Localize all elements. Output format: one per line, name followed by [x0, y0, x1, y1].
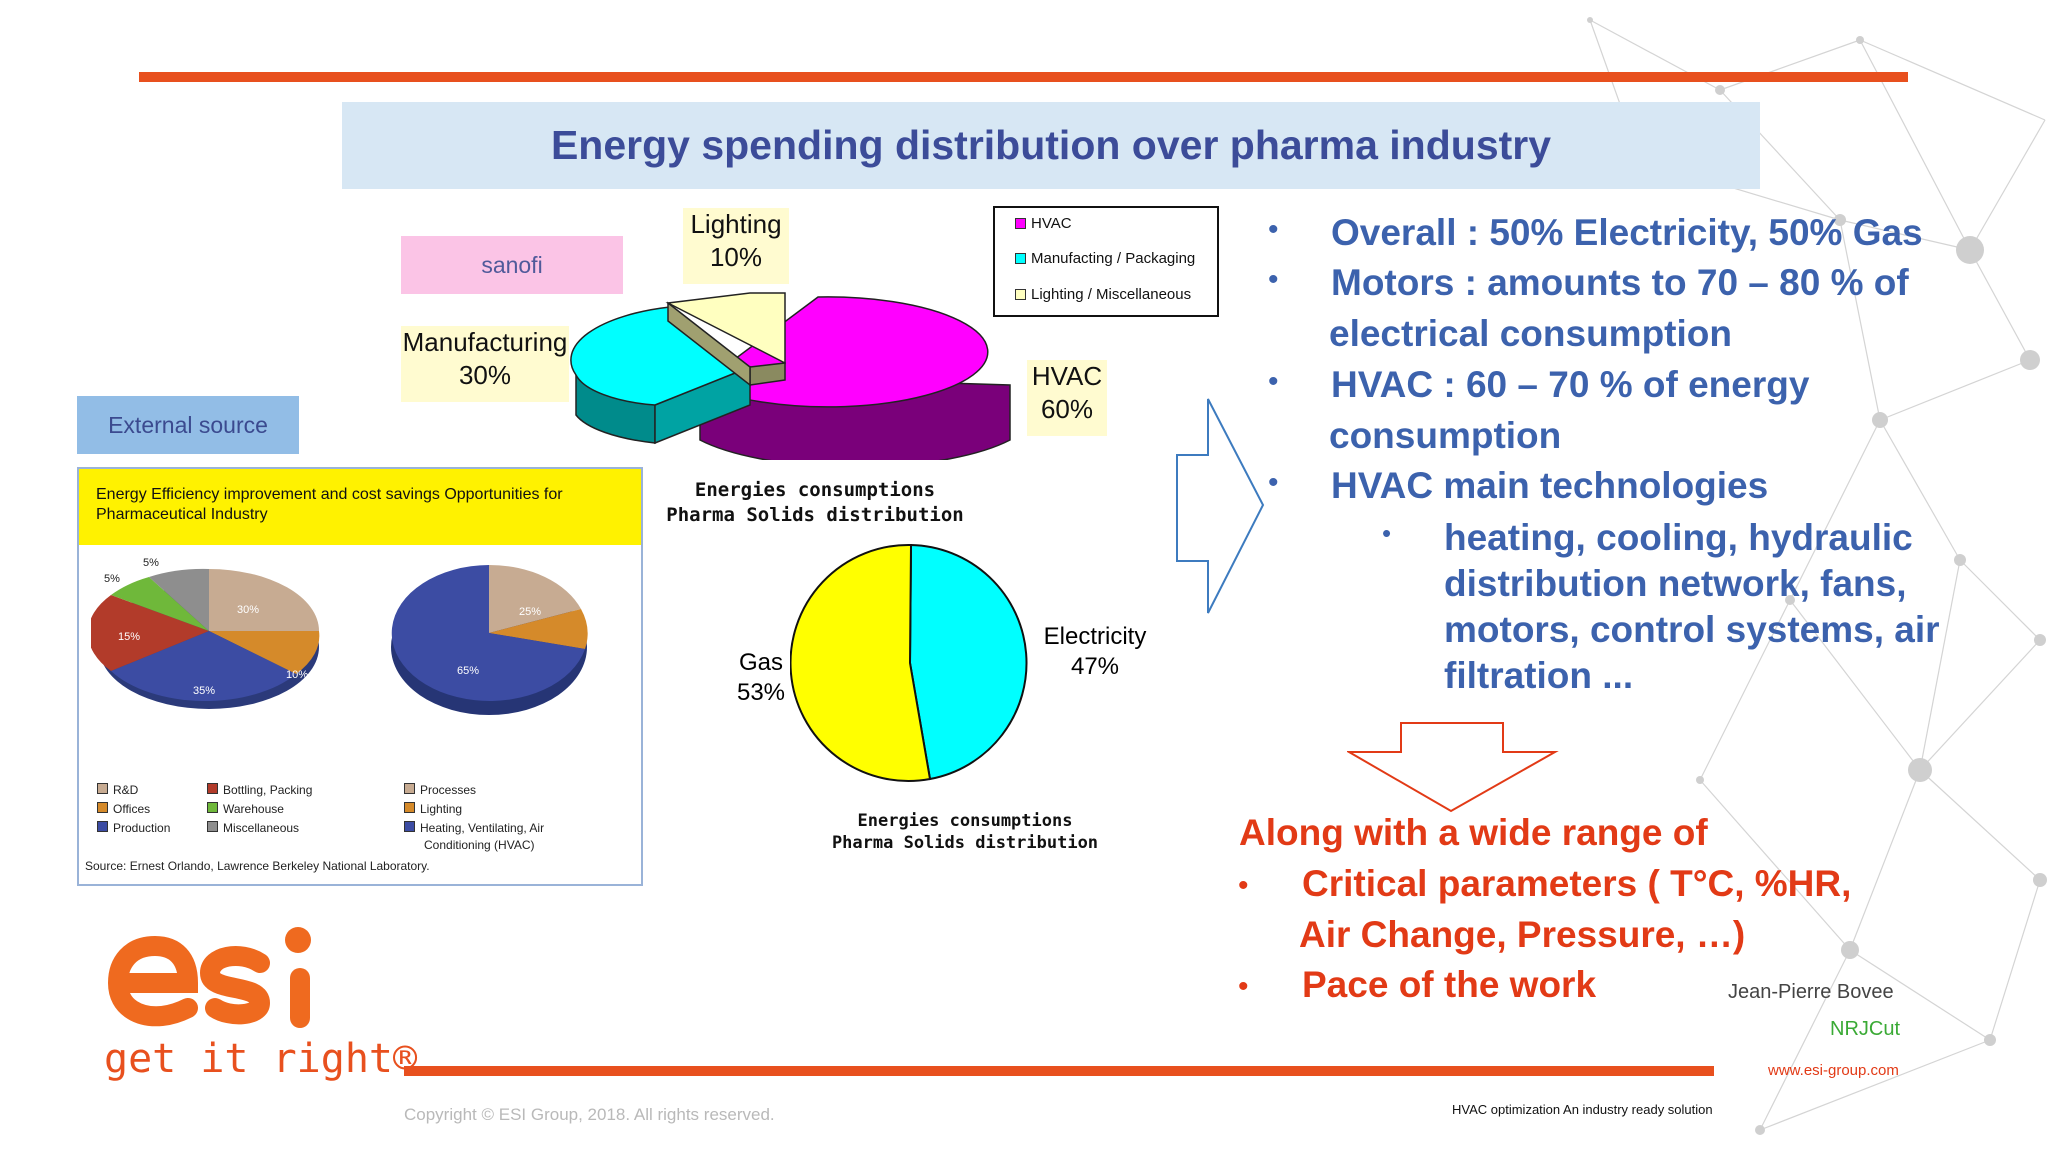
electricity-pct: 47% [1070, 653, 1120, 680]
electricity-label: Electricity 47% [1035, 622, 1155, 682]
hvac-name: HVAC [1031, 361, 1103, 391]
top-accent-bar [139, 72, 1908, 82]
bullet-dot: • [1268, 365, 1279, 398]
pie1-legend: HVAC Manufacting / Packaging Lighting / … [993, 206, 1219, 317]
red-intro: Along with a wide range of [1239, 812, 1708, 853]
sub-bullet-line4: filtration ... [1444, 655, 1634, 696]
external-panel-heading: Energy Efficiency improvement and cost s… [96, 486, 563, 523]
down-arrow-icon [1347, 722, 1559, 813]
lighting-pct: 10% [709, 242, 763, 272]
pie2-caption-line2: Pharma Solids distribution [831, 833, 1099, 853]
external-pie-a [91, 568, 320, 709]
gas-label: Gas 53% [731, 648, 791, 708]
legend-item-hvac: HVAC [1015, 215, 1072, 232]
copyright-text: Copyright © ESI Group, 2018. All rights … [404, 1105, 775, 1124]
sanofi-tag: sanofi [401, 236, 623, 294]
manufacturing-pct: 30% [458, 360, 512, 390]
legend-item: Processes [404, 781, 544, 800]
external-legend-a2: Bottling, Packing Warehouse Miscellaneou… [207, 781, 312, 838]
right-arrow-icon [1176, 398, 1265, 614]
legend-item: Heating, Ventilating, Air [404, 819, 544, 838]
lighting-name: Lighting [690, 209, 782, 239]
pie-a-label: 10% [286, 669, 309, 681]
external-legend-b: Processes Lighting Heating, Ventilating,… [404, 781, 544, 852]
red-pace: Pace of the work [1302, 964, 1597, 1005]
sub-bullet-dot: • [1382, 518, 1392, 548]
sub-bullet-line2: distribution network, fans, [1444, 563, 1907, 604]
bullet-motors-cont: electrical consumption [1329, 313, 1732, 354]
pie2-caption-line1: Energies consumptions [857, 811, 1073, 831]
electricity-name: Electricity [1043, 623, 1147, 650]
legend-item: R&D [97, 781, 170, 800]
bullet-hvac-tech: HVAC main technologies [1331, 465, 1769, 506]
esi-logo [107, 927, 311, 1028]
pie-b-label: 10% [589, 652, 612, 664]
legend-item: Bottling, Packing [207, 781, 312, 800]
gas-name: Gas [738, 649, 783, 676]
sub-bullet-line3: motors, control systems, air [1444, 609, 1940, 650]
external-pie-b [391, 564, 588, 715]
pie-chart-gas-electricity [790, 543, 1028, 782]
legend-item: Miscellaneous [207, 819, 312, 838]
legend-label: Manufacting / Packaging [1031, 250, 1196, 267]
external-source-panel: Energy Efficiency improvement and cost s… [77, 467, 643, 886]
pie-b-label: 25% [519, 606, 542, 618]
title-banner: Energy spending distribution over pharma… [342, 102, 1760, 189]
lighting-label: Lighting 10% [683, 208, 789, 284]
pie1-caption-line1: Energies consumptions [694, 479, 936, 501]
legend-item: Conditioning (HVAC) [424, 838, 535, 852]
pie-b-label: 65% [457, 665, 480, 677]
red-critical-params-cont: Air Change, Pressure, …) [1299, 914, 1746, 955]
manufacturing-label: Manufacturing 30% [401, 326, 569, 402]
pie-a-label: 5% [143, 557, 159, 569]
hvac-pct: 60% [1040, 394, 1094, 424]
pie-a-label: 35% [193, 685, 216, 697]
hvac-label: HVAC 60% [1027, 360, 1107, 436]
legend-item: Offices [97, 800, 170, 819]
pie2-caption: Energies consumptions Pharma Solids dist… [830, 810, 1100, 854]
gas-pct: 53% [736, 679, 786, 706]
bullet-hvac-share: HVAC : 60 – 70 % of energy [1331, 364, 1810, 405]
bullet-overall: Overall : 50% Electricity, 50% Gas [1331, 212, 1923, 253]
logo-slogan: get it right® [104, 1036, 418, 1082]
footer-tagline: HVAC optimization An industry ready solu… [1452, 1102, 1713, 1117]
external-panel-header: Energy Efficiency improvement and cost s… [79, 469, 641, 545]
legend-item-manufacturing: Manufacting / Packaging [1015, 250, 1195, 267]
author-name: Jean-Pierre Bovee [1728, 981, 1894, 1003]
bullet-motors: Motors : amounts to 70 – 80 % of [1331, 262, 1909, 303]
legend-item: Production [97, 819, 170, 838]
sub-bullet-line1: heating, cooling, hydraulic [1444, 517, 1913, 558]
external-legend-a: R&D Offices Production [97, 781, 170, 838]
red-critical-params: Critical parameters ( T°C, %HR, [1302, 863, 1852, 904]
pie1-caption: Energies consumptions Pharma Solids dist… [660, 478, 970, 524]
legend-swatch [1015, 289, 1026, 300]
pie1-caption-line2: Pharma Solids distribution [666, 504, 964, 524]
legend-item-lighting: Lighting / Miscellaneous [1015, 286, 1191, 303]
external-source-tag: External source [77, 396, 299, 454]
legend-swatch [1015, 253, 1026, 264]
legend-label: Lighting / Miscellaneous [1031, 286, 1192, 303]
pie-chart-3d-hvac [570, 292, 1011, 460]
slide-title: Energy spending distribution over pharma… [550, 122, 1552, 168]
bullet-dot: • [1238, 970, 1249, 1003]
project-name: NRJCut [1830, 1018, 1901, 1040]
legend-item: Lighting [404, 800, 544, 819]
bottom-accent-bar [404, 1066, 1714, 1076]
bullet-dot: • [1268, 466, 1279, 499]
website-link[interactable]: www.esi-group.com [1768, 1062, 1899, 1079]
pie-a-label: 15% [118, 631, 141, 643]
external-source-citation: Source: Ernest Orlando, Lawrence Berkele… [85, 859, 430, 873]
legend-label: HVAC [1031, 215, 1072, 232]
pie-a-label: 30% [237, 604, 260, 616]
manufacturing-name: Manufacturing [402, 327, 568, 357]
bullet-dot: • [1268, 263, 1279, 296]
legend-swatch [1015, 218, 1026, 229]
bullet-dot: • [1268, 213, 1279, 246]
pie-a-label: 5% [104, 573, 120, 585]
legend-item: Warehouse [207, 800, 312, 819]
bullet-hvac-share-cont: consumption [1329, 415, 1562, 456]
bullet-dot: • [1238, 869, 1249, 902]
